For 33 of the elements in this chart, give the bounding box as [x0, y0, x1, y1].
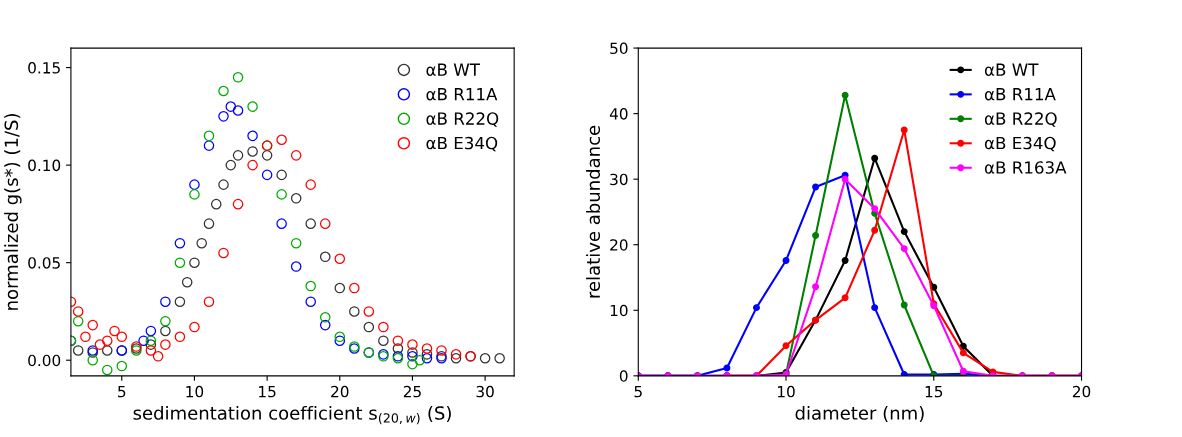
x-axis-title: sedimentation coefficient s$_{(20,w)}$ (S)	[133, 405, 451, 425]
legend-label: αB R22Q	[984, 112, 1057, 127]
x-tick-label: 30	[476, 385, 494, 398]
y-tick-label: 0.00	[28, 354, 61, 367]
y-tick-label: 50	[610, 42, 628, 55]
x-tick-label: 10	[186, 385, 204, 398]
y-axis-title: relative abundance	[586, 125, 601, 298]
legend-label: αB WT	[426, 63, 480, 76]
legend-label: αB R11A	[426, 88, 498, 101]
y-tick-label: 20	[610, 239, 628, 251]
x-tick-label: 25	[403, 385, 421, 398]
legend-label: αB E34Q	[984, 136, 1056, 152]
x-axis-title: diameter (nm)	[795, 405, 924, 422]
y-tick-label: 0.05	[28, 257, 60, 269]
x-tick-label: 15	[259, 386, 276, 398]
x-tick-label: 5	[118, 386, 126, 398]
x-tick-label: 5	[634, 386, 642, 398]
legend-label: αB R11A	[984, 88, 1056, 101]
y-tick-label: 0	[619, 370, 628, 382]
x-tick-label: 10	[777, 385, 795, 398]
x-tick-label: 15	[925, 386, 943, 398]
y-tick-label: 0.15	[28, 62, 60, 74]
y-tick-label: 30	[610, 173, 628, 186]
y-tick-label: 10	[610, 304, 628, 317]
y-axis-title: normalized g(s*) (1/S)	[4, 114, 22, 310]
x-tick-label: 20	[331, 385, 349, 398]
x-tick-label: 20	[1072, 385, 1091, 398]
y-tick-label: 40	[609, 108, 628, 120]
legend-label: αB WT	[984, 63, 1039, 76]
legend-label: αB E34Q	[426, 136, 498, 152]
legend-label: αB R22Q	[426, 112, 499, 127]
legend-label: αB R163A	[984, 161, 1067, 174]
y-tick-label: 0.10	[28, 159, 61, 172]
